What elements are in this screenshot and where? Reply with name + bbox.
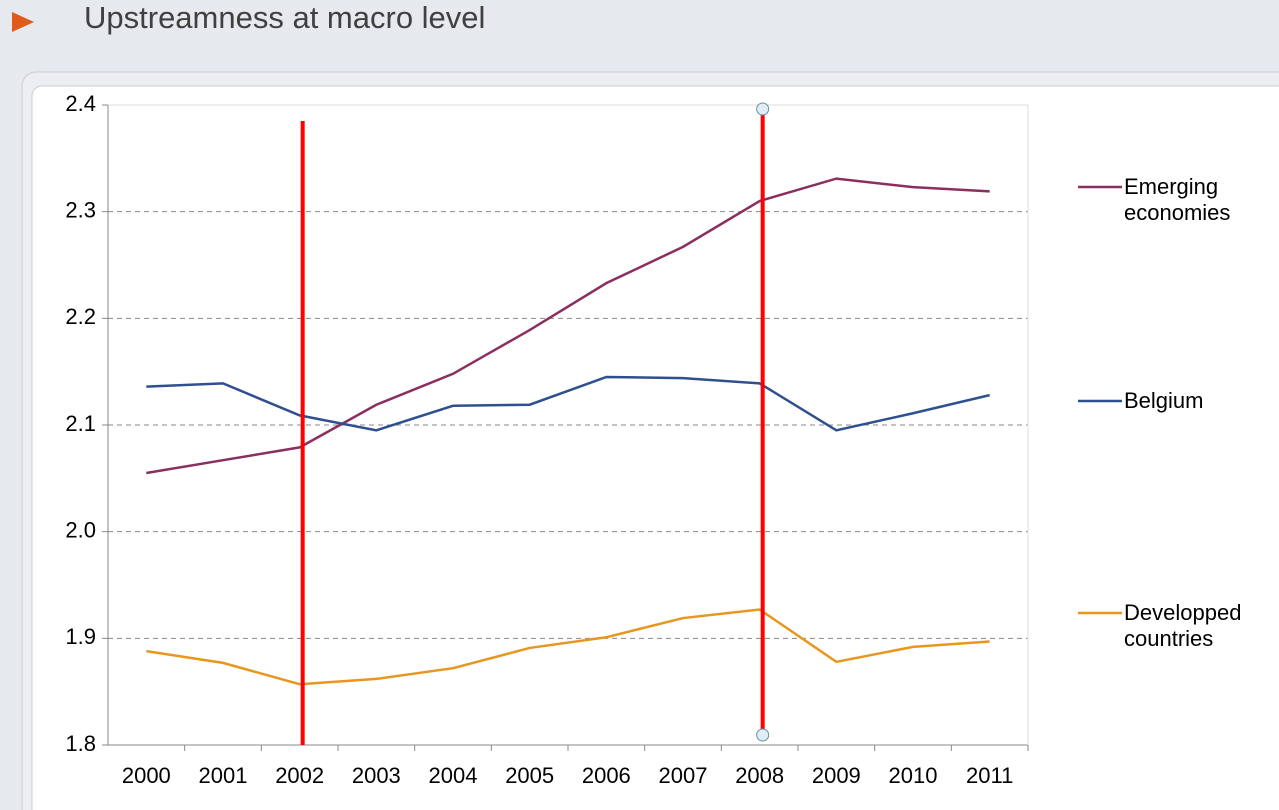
x-tick-label: 2011 [966, 763, 1013, 788]
x-tick-label: 2009 [812, 763, 861, 788]
series-line [146, 608, 990, 686]
chart-title: Upstreamness at macro level [84, 0, 485, 35]
series-line [146, 177, 990, 475]
x-tick-label: 2001 [199, 763, 248, 788]
y-tick-label: 1.9 [65, 624, 96, 649]
y-tick-label: 2.2 [65, 304, 96, 329]
x-tick-label: 2004 [429, 763, 478, 788]
y-tick-label: 2.1 [65, 411, 96, 436]
handle [756, 728, 770, 742]
legend-label: Emerging economies [1124, 174, 1231, 225]
x-tick-label: 2005 [505, 763, 554, 788]
x-tick-label: 2010 [889, 763, 938, 788]
y-tick-label: 2.3 [65, 197, 96, 222]
y-tick-label: 1.8 [65, 731, 96, 756]
legend-label: Belgium [1124, 388, 1204, 413]
x-tick-label: 2000 [122, 763, 171, 788]
bullet [12, 12, 34, 32]
handle [756, 102, 770, 116]
legend-label: Developped countries [1124, 600, 1242, 651]
x-tick-label: 2007 [659, 763, 708, 788]
x-tick-label: 2008 [735, 763, 784, 788]
x-tick-label: 2002 [275, 763, 324, 788]
chart-area [31, 85, 1279, 810]
y-tick-label: 2.0 [65, 517, 96, 542]
x-tick-label: 2003 [352, 763, 401, 788]
y-tick-label: 2.4 [65, 91, 96, 116]
series-line [146, 375, 990, 432]
x-tick-label: 2006 [582, 763, 631, 788]
